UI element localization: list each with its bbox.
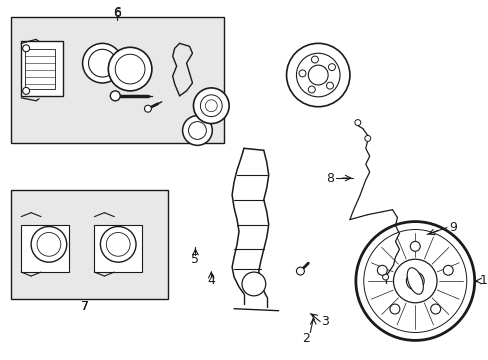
Circle shape bbox=[393, 259, 436, 303]
Text: 2: 2 bbox=[302, 332, 310, 345]
Circle shape bbox=[22, 45, 30, 52]
Circle shape bbox=[298, 70, 305, 77]
Circle shape bbox=[377, 265, 386, 275]
Circle shape bbox=[100, 226, 136, 262]
Circle shape bbox=[443, 265, 452, 275]
Circle shape bbox=[144, 105, 151, 112]
Bar bbox=[11, 190, 167, 299]
Text: 7: 7 bbox=[81, 300, 88, 313]
Circle shape bbox=[308, 86, 315, 93]
Circle shape bbox=[110, 91, 120, 101]
Circle shape bbox=[430, 304, 440, 314]
Bar bbox=[11, 17, 224, 143]
Circle shape bbox=[182, 116, 212, 145]
Circle shape bbox=[406, 272, 423, 290]
Circle shape bbox=[193, 88, 229, 123]
Text: 8: 8 bbox=[325, 171, 333, 185]
Circle shape bbox=[363, 230, 466, 333]
Text: 3: 3 bbox=[321, 315, 328, 328]
Circle shape bbox=[82, 43, 122, 83]
Circle shape bbox=[115, 54, 144, 84]
Circle shape bbox=[22, 87, 30, 94]
Text: 4: 4 bbox=[207, 274, 215, 288]
Circle shape bbox=[88, 49, 116, 77]
Circle shape bbox=[355, 222, 474, 341]
Circle shape bbox=[205, 100, 217, 112]
Circle shape bbox=[296, 267, 304, 275]
Circle shape bbox=[364, 135, 370, 141]
Circle shape bbox=[382, 274, 388, 280]
Text: 5: 5 bbox=[191, 253, 199, 266]
Circle shape bbox=[328, 64, 335, 71]
Circle shape bbox=[326, 82, 333, 89]
Text: 1: 1 bbox=[479, 274, 487, 288]
Bar bbox=[21, 225, 69, 272]
Circle shape bbox=[296, 53, 339, 97]
Text: 6: 6 bbox=[113, 6, 121, 19]
Circle shape bbox=[108, 47, 152, 91]
Ellipse shape bbox=[407, 268, 423, 294]
Bar bbox=[94, 225, 142, 272]
Circle shape bbox=[354, 120, 360, 126]
Circle shape bbox=[311, 56, 318, 63]
Circle shape bbox=[242, 272, 265, 296]
Circle shape bbox=[200, 95, 222, 117]
Circle shape bbox=[389, 304, 399, 314]
Bar bbox=[21, 41, 62, 96]
Circle shape bbox=[31, 226, 66, 262]
Circle shape bbox=[286, 43, 349, 107]
Text: 7: 7 bbox=[81, 300, 88, 313]
Text: 6: 6 bbox=[113, 7, 121, 20]
Circle shape bbox=[308, 65, 327, 85]
Circle shape bbox=[188, 122, 206, 139]
Circle shape bbox=[409, 242, 419, 251]
Text: 9: 9 bbox=[448, 221, 456, 234]
Bar bbox=[25, 49, 55, 89]
